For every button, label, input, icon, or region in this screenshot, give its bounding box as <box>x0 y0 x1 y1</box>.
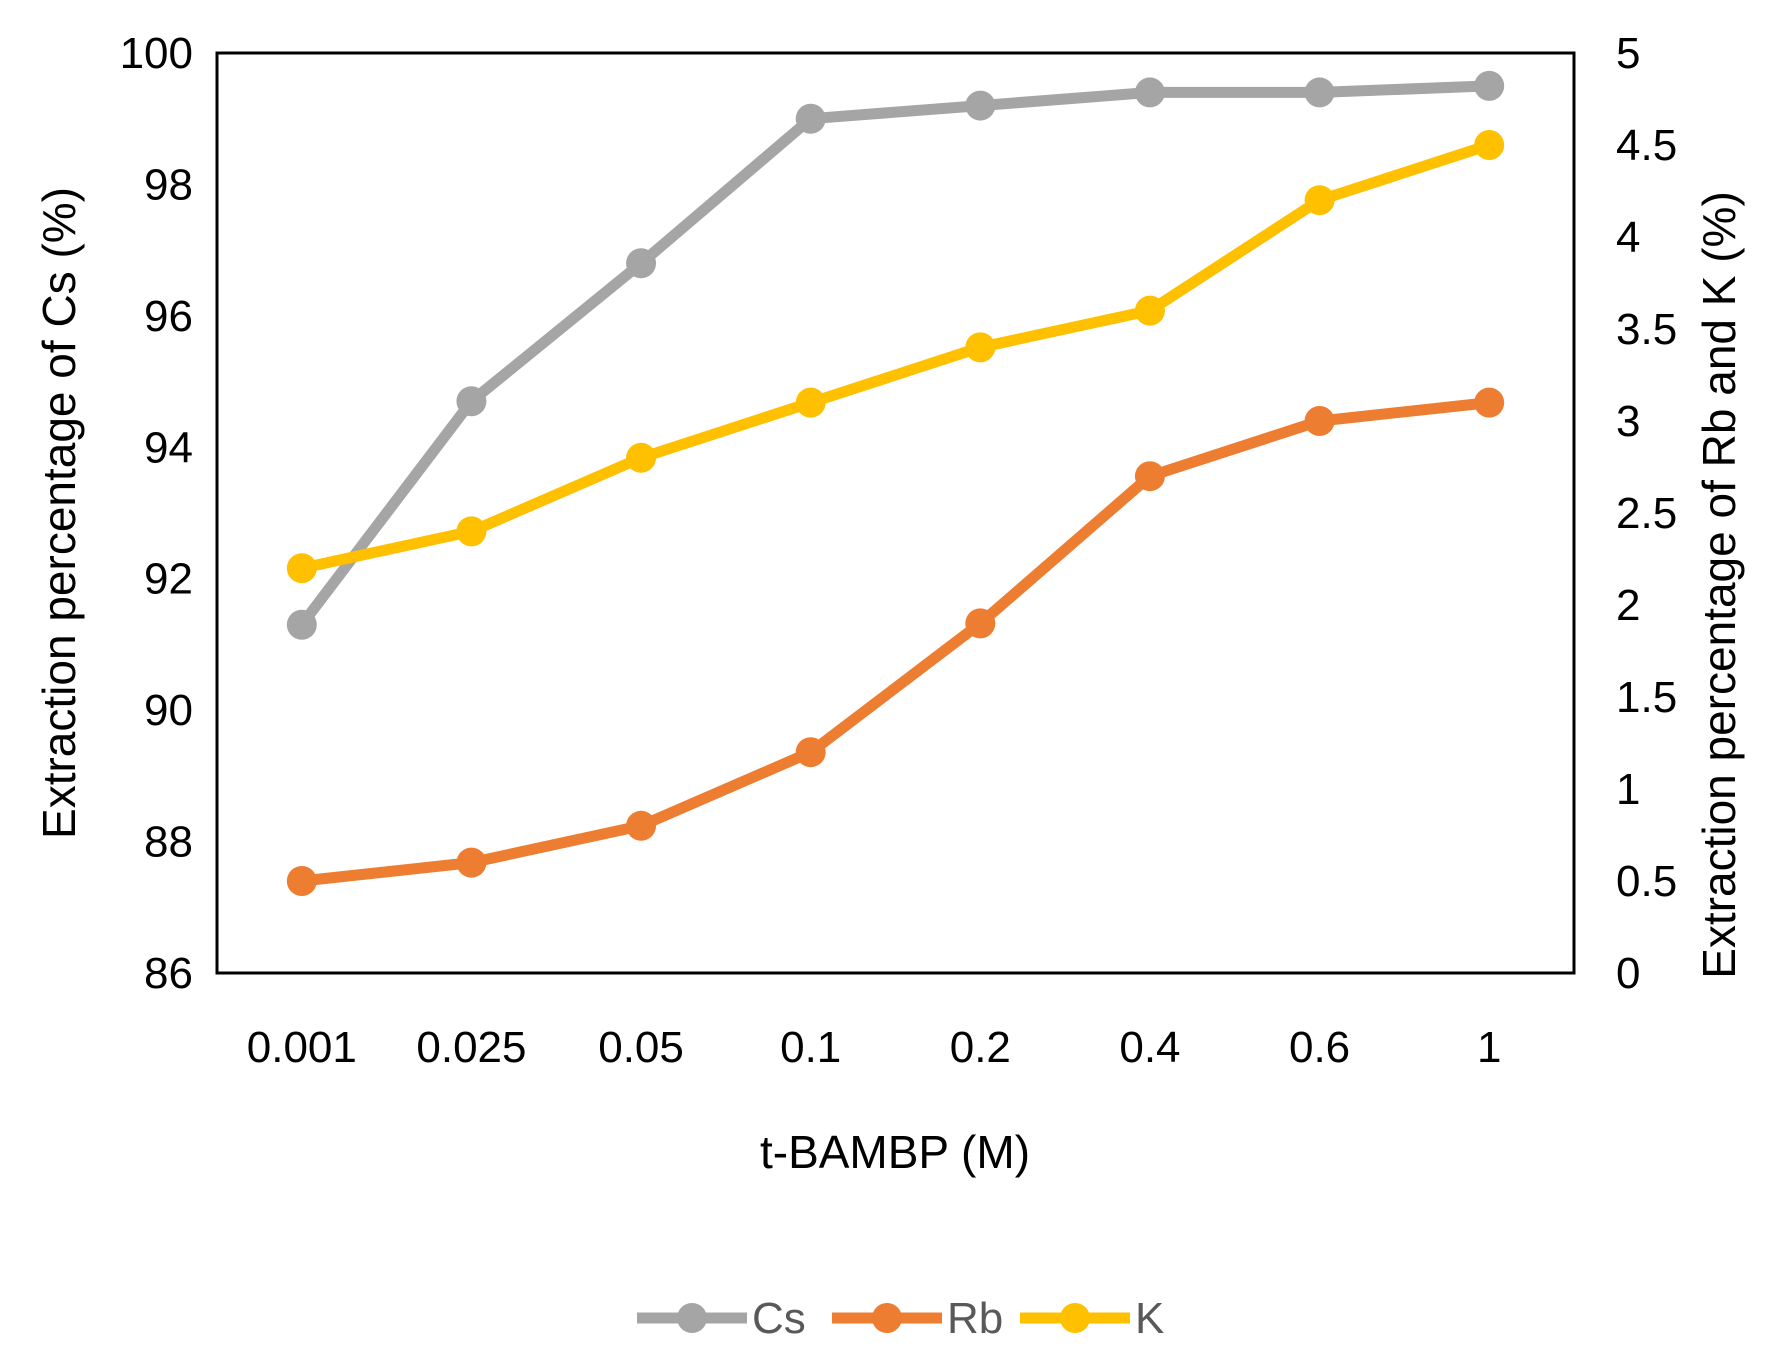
series-group <box>286 70 1505 896</box>
series-rb <box>286 387 1505 896</box>
data-point-rb <box>286 866 317 896</box>
x-axis-title: t-BAMBP (M) <box>760 1126 1030 1178</box>
y2-tick-label: 1 <box>1616 765 1640 814</box>
data-point-cs <box>456 386 487 417</box>
y-tick-label: 92 <box>144 555 193 604</box>
legend-label: K <box>1135 1294 1164 1343</box>
y2-tick-label: 4 <box>1616 213 1640 262</box>
data-point-cs <box>286 609 317 640</box>
data-point-cs <box>1134 77 1165 108</box>
series-cs <box>286 70 1505 640</box>
legend-swatch-marker <box>872 1303 902 1333</box>
series-line-rb <box>296 397 1495 887</box>
data-point-k <box>456 516 487 547</box>
legend-item-cs: Cs <box>637 1294 806 1343</box>
y-tick-label: 88 <box>144 818 193 867</box>
x-tick-label: 0.2 <box>950 1023 1011 1072</box>
legend-label: Rb <box>947 1294 1003 1343</box>
y2-tick-label: 4.5 <box>1616 121 1677 170</box>
series-line-k <box>296 139 1495 574</box>
legend-item-rb: Rb <box>832 1294 1003 1343</box>
x-tick-label: 0.001 <box>247 1023 357 1072</box>
plot-area-frame <box>215 51 1576 975</box>
y-tick-label: 90 <box>144 686 193 735</box>
data-point-cs <box>795 103 826 134</box>
y2-tick-label: 0 <box>1616 949 1640 998</box>
y2-tick-label: 1.5 <box>1616 673 1677 722</box>
y-axis-left-ticks: 86 88 90 92 94 96 98 100 <box>120 29 193 998</box>
data-point-rb <box>456 847 487 878</box>
data-point-rb <box>626 810 657 841</box>
data-point-rb <box>1304 406 1335 436</box>
y-tick-label: 98 <box>144 160 193 209</box>
data-point-cs <box>1474 70 1505 101</box>
data-point-cs <box>1304 77 1335 108</box>
data-point-rb <box>965 608 996 639</box>
y-tick-label: 86 <box>144 949 193 998</box>
data-point-k <box>965 332 996 363</box>
x-tick-label: 0.025 <box>416 1023 526 1072</box>
y2-tick-label: 3.5 <box>1616 305 1677 354</box>
legend: Cs Rb K <box>637 1294 1164 1343</box>
data-point-rb <box>1134 461 1165 492</box>
y2-tick-label: 3 <box>1616 397 1640 446</box>
x-tick-label: 1 <box>1477 1023 1501 1072</box>
x-axis-ticks: 0.001 0.025 0.05 0.1 0.2 0.4 0.6 1 <box>247 1023 1502 1072</box>
data-point-k <box>1134 295 1165 326</box>
x-tick-label: 0.1 <box>780 1023 841 1072</box>
y-axis-left-title: Extraction percentage of Cs (%) <box>33 187 85 839</box>
series-k <box>286 130 1505 584</box>
data-point-cs <box>626 248 657 279</box>
data-point-k <box>1474 130 1505 160</box>
y-tick-label: 96 <box>144 292 193 341</box>
x-tick-label: 0.05 <box>598 1023 684 1072</box>
data-point-k <box>1304 185 1335 216</box>
legend-item-k: K <box>1020 1294 1164 1343</box>
x-tick-label: 0.6 <box>1289 1023 1350 1072</box>
y-axis-right-title: Extraction percentage of Rb and K (%) <box>1693 191 1745 979</box>
y-tick-label: 100 <box>120 29 193 78</box>
y2-tick-label: 2 <box>1616 581 1640 630</box>
data-point-rb <box>795 737 826 768</box>
legend-label: Cs <box>752 1294 806 1343</box>
series-line-cs <box>296 80 1495 631</box>
data-point-k <box>795 387 826 418</box>
data-point-k <box>626 442 657 473</box>
y2-tick-label: 0.5 <box>1616 857 1677 906</box>
legend-swatch-marker <box>1060 1303 1090 1333</box>
legend-swatch-marker <box>677 1303 707 1333</box>
y2-tick-label: 2.5 <box>1616 489 1677 538</box>
data-point-k <box>286 553 317 584</box>
data-point-cs <box>965 90 996 121</box>
y-tick-label: 94 <box>144 423 193 472</box>
y-axis-right-ticks: 0 0.5 1 1.5 2 2.5 3 3.5 4 4.5 5 <box>1616 29 1677 998</box>
y2-tick-label: 5 <box>1616 29 1640 78</box>
data-point-rb <box>1474 387 1505 418</box>
x-tick-label: 0.4 <box>1119 1023 1180 1072</box>
